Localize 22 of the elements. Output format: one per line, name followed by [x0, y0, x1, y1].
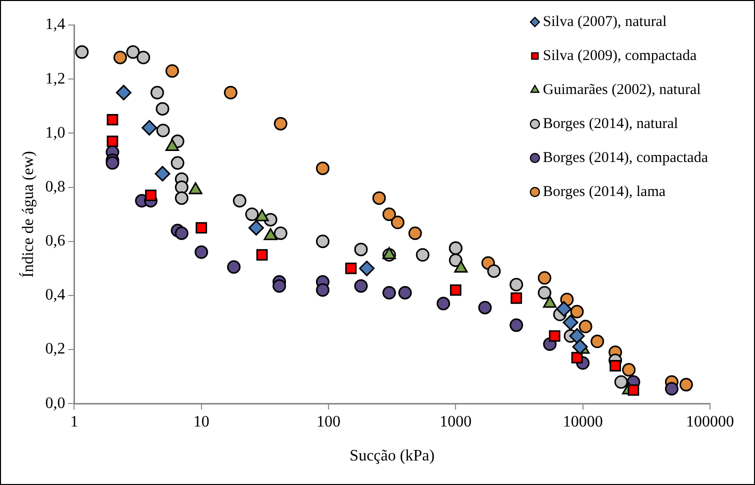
legend-label: Guimarães (2002), natural: [542, 82, 701, 98]
y-tick-label: 1,2: [45, 70, 66, 88]
legend-label: Borges (2014), compactada: [542, 150, 708, 166]
x-tick-label: 10: [193, 413, 210, 430]
y-tick-label: 1,0: [45, 124, 66, 142]
legend-label: Silva (2009), compactada: [542, 48, 697, 64]
x-tick-label: 1: [70, 413, 78, 430]
x-tick-label: 100000: [686, 413, 734, 430]
y-axis-title: Índice de água (ew): [18, 151, 37, 278]
legend-label: Borges (2014), natural: [542, 116, 678, 132]
legend-label: Silva (2007), natural: [542, 14, 667, 30]
y-tick-label: 1,4: [45, 16, 66, 34]
x-tick-label: 100: [316, 413, 341, 430]
x-tick-label: 10000: [562, 413, 603, 430]
legend-label: Borges (2014), lama: [542, 184, 666, 200]
y-tick-label: 0,6: [45, 232, 66, 250]
x-axis-title: Sucção (kPa): [350, 448, 435, 465]
y-tick-label: 0,8: [45, 178, 66, 196]
y-tick-label: 0,4: [45, 286, 66, 304]
y-tick-label: 0,0: [45, 394, 66, 412]
x-tick-label: 1000: [440, 413, 472, 430]
y-tick-label: 0,2: [45, 340, 66, 358]
